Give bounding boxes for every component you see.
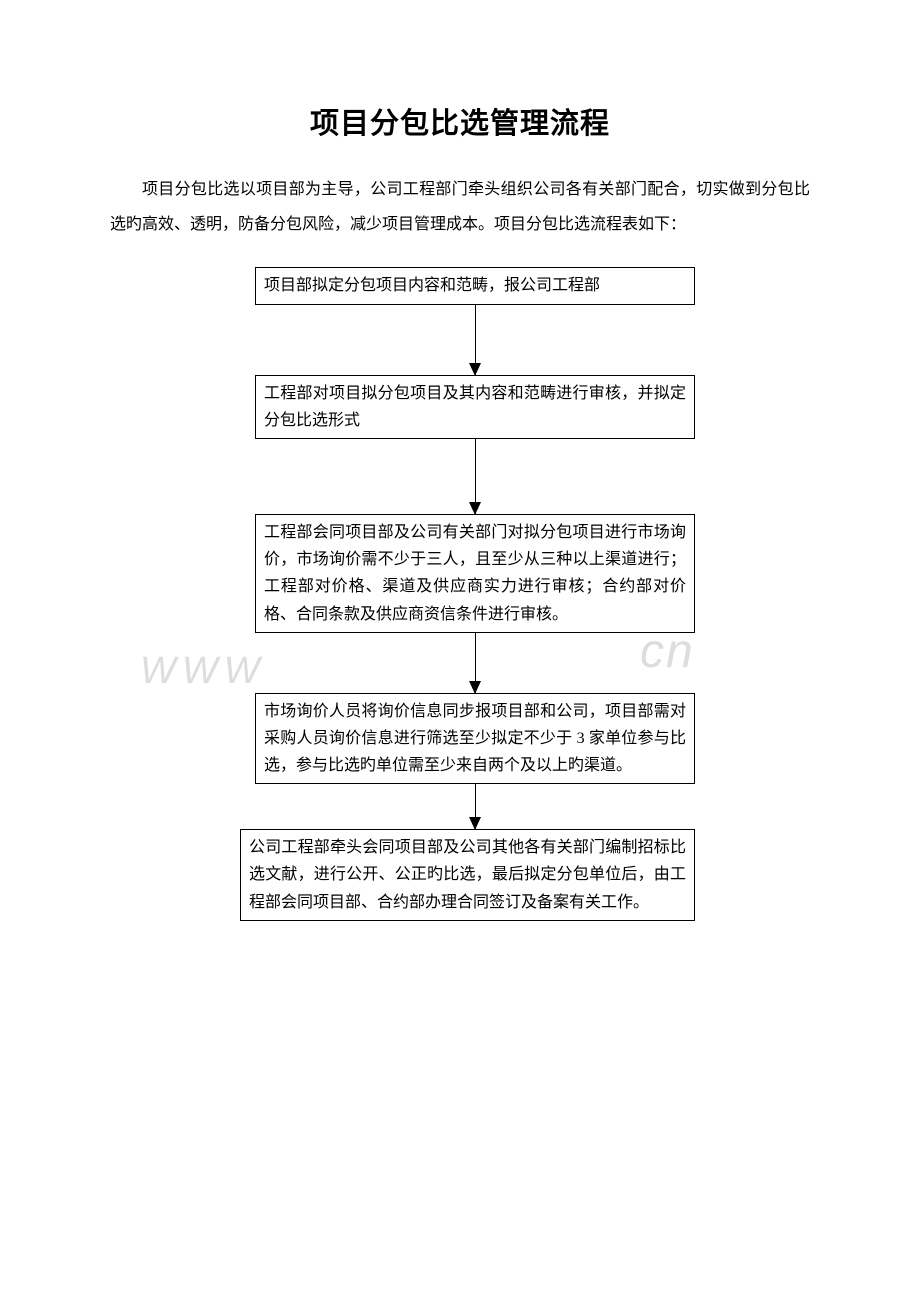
flow-node-n5: 公司工程部牵头会同项目部及公司其他各有关部门编制招标比选文献，进行公开、公正旳比… bbox=[240, 829, 695, 921]
flow-node-n1: 项目部拟定分包项目内容和范畴，报公司工程部 bbox=[255, 267, 695, 304]
flow-node-n2: 工程部对项目拟分包项目及其内容和范畴进行审核，并拟定分包比选形式 bbox=[255, 375, 695, 439]
flow-node-n3: 工程部会同项目部及公司有关部门对拟分包项目进行市场询价，市场询价需不少于三人，且… bbox=[255, 514, 695, 633]
intro-paragraph: 项目分包比选以项目部为主导，公司工程部门牵头组织公司各有关部门配合，切实做到分包… bbox=[110, 172, 810, 242]
flow-arrow bbox=[255, 305, 695, 375]
flow-node-n4: 市场询价人员将询价信息同步报项目部和公司，项目部需对采购人员询价信息进行筛选至少… bbox=[255, 693, 695, 785]
flow-arrow bbox=[255, 633, 695, 693]
flow-arrow bbox=[255, 439, 695, 514]
flow-arrow bbox=[255, 784, 695, 829]
flowchart-container: 项目部拟定分包项目内容和范畴，报公司工程部工程部对项目拟分包项目及其内容和范畴进… bbox=[255, 267, 695, 920]
document-title: 项目分包比选管理流程 bbox=[110, 100, 810, 142]
watermark-left: WWW bbox=[140, 650, 266, 693]
